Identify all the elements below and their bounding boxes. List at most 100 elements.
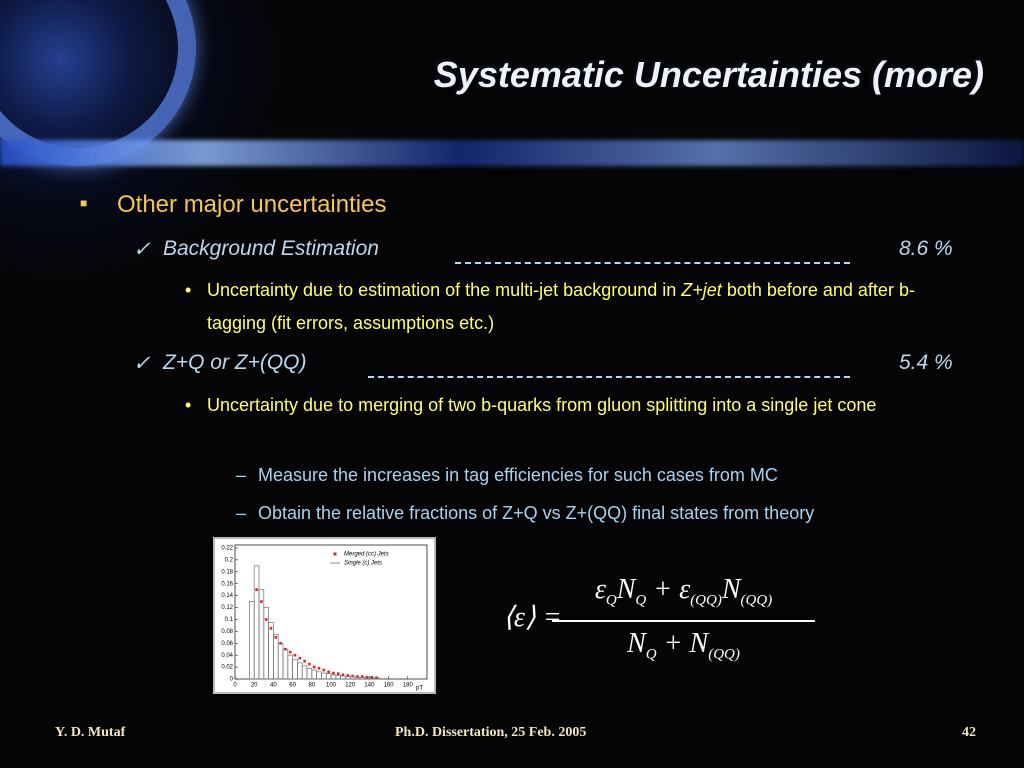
histogram-bar bbox=[306, 667, 313, 680]
histogram-bar bbox=[282, 648, 289, 680]
inset-plot: 0 0.02 0.04 0.06 0.08 0.1 0.12 0.14 0.16 0.18 0.2 0… bbox=[213, 537, 436, 694]
histogram-bar bbox=[321, 672, 327, 680]
data-point bbox=[303, 659, 306, 663]
data-point bbox=[346, 674, 350, 677]
histogram-bar bbox=[253, 565, 260, 680]
detail: Uncertainty due to estimation of the mul… bbox=[207, 274, 947, 340]
item-value: 5.4 % bbox=[899, 351, 953, 374]
y-tick-label: 0.06 bbox=[221, 641, 233, 647]
operator: + bbox=[653, 574, 673, 605]
subscript: (QQ) bbox=[708, 646, 740, 663]
histogram-bar bbox=[325, 673, 332, 680]
dash-icon: – bbox=[236, 465, 247, 485]
subscript: Q bbox=[605, 592, 617, 609]
x-tick-label: 60 bbox=[289, 683, 296, 689]
histogram-bar bbox=[268, 622, 274, 680]
y-tick-label: 0.22 bbox=[221, 546, 233, 552]
subscript: (QQ) bbox=[740, 592, 773, 609]
symbol: N bbox=[721, 574, 741, 605]
data-point bbox=[370, 675, 374, 679]
numerator: εQNQ + ε(QQ)N(QQ) bbox=[552, 574, 815, 610]
data-point bbox=[351, 674, 354, 678]
y-tick-label: 0.1 bbox=[225, 617, 234, 623]
data-point bbox=[293, 653, 297, 657]
histogram-bar bbox=[340, 675, 346, 680]
x-tick-label: 180 bbox=[403, 683, 414, 689]
x-tick-label: 0 bbox=[233, 683, 237, 689]
detail-italic: Z+jet bbox=[681, 280, 722, 300]
subpoint: Measure the increases in tag efficiencie… bbox=[258, 465, 778, 485]
detail-text: both before and after b-tagging (fit err… bbox=[207, 280, 915, 333]
bullet-dot: • bbox=[185, 395, 192, 415]
operator: + bbox=[663, 628, 683, 659]
y-tick-label: 0.08 bbox=[221, 629, 233, 635]
data-point bbox=[260, 600, 263, 603]
histogram-bar bbox=[249, 601, 255, 680]
y-tick-label: 0.14 bbox=[221, 593, 233, 599]
subscript: (QQ) bbox=[690, 592, 722, 609]
histogram-bar bbox=[330, 674, 337, 680]
y-tick-label: 0.04 bbox=[221, 653, 233, 659]
x-tick-label: 120 bbox=[345, 683, 356, 689]
footer-author: Y. D. Mutaf bbox=[55, 725, 126, 740]
legend-marker bbox=[333, 552, 337, 556]
heading: Other major uncertainties bbox=[117, 191, 387, 218]
y-tick-label: 0.12 bbox=[221, 605, 233, 611]
data-point bbox=[322, 668, 326, 672]
data-point bbox=[336, 672, 340, 675]
histogram-bar bbox=[273, 633, 279, 680]
formula-relation: = bbox=[542, 602, 562, 633]
y-tick-label: 0 bbox=[230, 677, 234, 683]
formula-lhs-term: ⟨ε⟩ bbox=[503, 602, 536, 633]
data-point bbox=[274, 636, 278, 639]
bullet-dot: • bbox=[185, 280, 192, 300]
histogram-bar bbox=[373, 677, 380, 680]
footer-event: Ph.D. Dissertation, 25 Feb. 2005 bbox=[395, 725, 587, 740]
histogram-bar bbox=[301, 665, 308, 680]
footer-page: 42 bbox=[962, 725, 976, 740]
data-point bbox=[317, 666, 321, 670]
check-icon: ✓ bbox=[133, 352, 151, 375]
y-tick-label: 0.16 bbox=[221, 581, 233, 587]
symbol: N bbox=[689, 628, 709, 659]
formula-lhs: ⟨ε⟩ = bbox=[503, 600, 562, 634]
symbol: ε bbox=[594, 574, 606, 605]
legend-label: Single (c) Jets bbox=[344, 561, 382, 567]
histogram-bar bbox=[277, 642, 284, 680]
x-tick-label: 140 bbox=[364, 683, 375, 689]
item-label: Background Estimation bbox=[163, 237, 379, 260]
dash-icon: – bbox=[236, 503, 247, 523]
leader bbox=[368, 376, 850, 378]
data-point bbox=[288, 650, 292, 654]
leader bbox=[455, 262, 850, 264]
y-tick-label: 0.2 bbox=[225, 557, 234, 563]
x-tick-label: 40 bbox=[270, 683, 277, 689]
symbol: N bbox=[627, 628, 646, 659]
y-tick-label: 0.02 bbox=[221, 665, 233, 671]
data-point bbox=[327, 670, 330, 674]
x-tick-label: 80 bbox=[308, 683, 315, 689]
data-point bbox=[264, 618, 268, 621]
data-point bbox=[332, 671, 335, 675]
y-tick-label: 0.18 bbox=[221, 569, 233, 575]
histogram-bar bbox=[316, 671, 322, 680]
check-icon: ✓ bbox=[133, 238, 151, 261]
data-point bbox=[255, 588, 258, 591]
data-point bbox=[341, 673, 345, 677]
slide-title: Systematic Uncertainties (more) bbox=[433, 54, 984, 95]
histogram-bar bbox=[311, 669, 317, 680]
item-label: Z+Q or Z+(QQ) bbox=[163, 351, 307, 374]
symbol: N bbox=[616, 574, 636, 605]
histogram-bar bbox=[292, 658, 298, 680]
histogram-bar bbox=[335, 675, 341, 680]
histogram-bar bbox=[345, 676, 351, 680]
histogram-bar bbox=[354, 676, 361, 680]
data-point bbox=[298, 656, 302, 660]
histogram-bar bbox=[287, 654, 293, 680]
x-tick-label: 100 bbox=[326, 683, 337, 689]
histogram-bar bbox=[359, 676, 365, 680]
denominator: NQ + N(QQ) bbox=[552, 628, 815, 664]
chart: 0 0.02 0.04 0.06 0.08 0.1 0.12 0.14 0.16 0.18 0.2 0… bbox=[221, 544, 428, 692]
x-tick-label: 20 bbox=[251, 683, 258, 689]
